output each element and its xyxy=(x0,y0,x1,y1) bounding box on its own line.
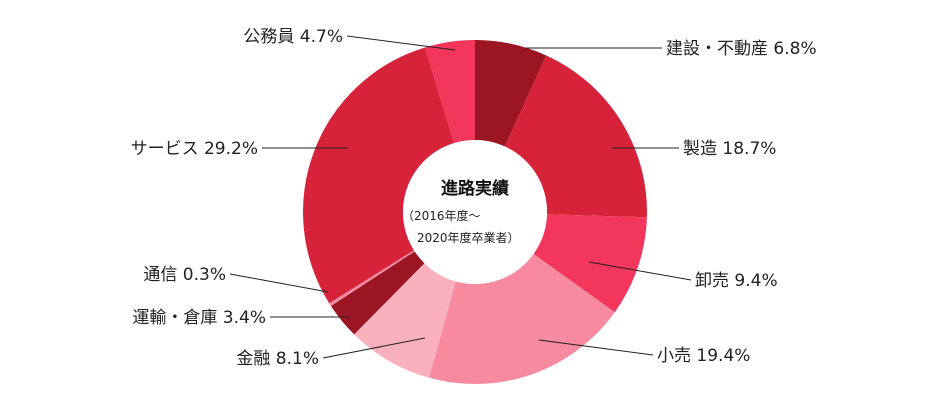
leader-line-7 xyxy=(229,273,329,293)
pie-slice-5 xyxy=(354,263,456,378)
slice-label-1: 建設・不動産 6.8% xyxy=(666,39,817,59)
leader-line-9 xyxy=(346,35,456,51)
leader-line-5 xyxy=(322,337,426,359)
donut-hole xyxy=(403,140,547,284)
slices-layer xyxy=(302,40,647,384)
center-label: 進路実績 （2016年度～ 2020年度卒業者） xyxy=(402,178,520,245)
pie-slice-8 xyxy=(302,47,455,304)
leader-line-4 xyxy=(538,339,654,356)
slice-label-3: 卸売 9.4% xyxy=(695,271,778,291)
pie-slice-6 xyxy=(330,251,425,335)
slice-label-8: サービス 29.2% xyxy=(131,139,258,159)
chart-subtitle-line-1: （2016年度～ xyxy=(402,208,481,223)
chart-title: 進路実績 xyxy=(441,178,509,199)
slice-labels: 建設・不動産 6.8% 製造 18.7% 卸売 9.4% 小売 19.4% 金融 8.1… xyxy=(131,27,817,369)
pie-slice-1 xyxy=(475,40,547,147)
pie-slice-3 xyxy=(533,214,647,313)
chart-subtitle-line-2: 2020年度卒業者） xyxy=(417,230,520,245)
slice-label-6: 運輸・倉庫 3.4% xyxy=(132,308,266,328)
slice-label-5: 金融 8.1% xyxy=(236,349,319,369)
slice-label-2: 製造 18.7% xyxy=(683,139,776,159)
pie-slice-9 xyxy=(424,40,475,144)
pie-slice-2 xyxy=(504,55,647,218)
pie-slice-4 xyxy=(429,253,615,384)
slice-label-4: 小売 19.4% xyxy=(657,346,750,366)
slice-label-9: 公務員 4.7% xyxy=(243,27,343,47)
slice-label-7: 通信 0.3% xyxy=(143,265,226,285)
pie-slice-7 xyxy=(329,250,415,306)
leader-lines xyxy=(229,35,692,359)
leader-line-3 xyxy=(588,261,692,281)
